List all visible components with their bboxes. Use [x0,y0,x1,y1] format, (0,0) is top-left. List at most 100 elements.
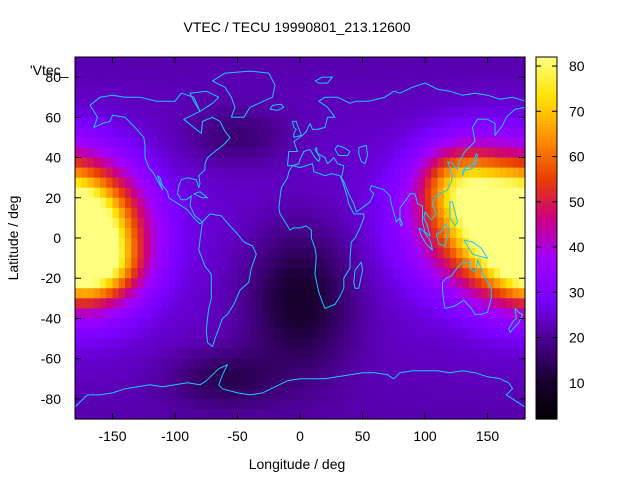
heatmap-cell [350,318,357,330]
heatmap-cell [156,358,164,370]
heatmap-cell [481,298,489,309]
heatmap-cell [168,388,176,400]
heatmap-cell [400,227,407,239]
heatmap-cell [368,348,376,360]
heatmap-cell [237,227,245,239]
heatmap-cell [412,408,420,420]
heatmap-cell [487,328,495,340]
heatmap-cell [231,368,239,380]
heatmap-cell [106,157,114,169]
heatmap-cell [450,288,457,299]
heatmap-cell [356,87,364,98]
heatmap-cell [412,368,420,380]
heatmap-cell [300,328,307,340]
heatmap-cell [493,308,501,320]
heatmap-cell [468,298,476,309]
heatmap-cell [175,328,182,340]
heatmap-cell [250,278,257,289]
heatmap-cell [156,298,164,309]
heatmap-cell [262,197,270,209]
heatmap-cell [356,127,364,139]
heatmap-cell [287,358,295,370]
heatmap-cell [281,67,289,78]
heatmap-cell [75,238,82,249]
heatmap-cell [200,227,207,239]
heatmap-cell [287,137,295,149]
heatmap-cell [300,77,307,88]
heatmap-cell [125,227,132,239]
heatmap-cell [112,77,120,88]
heatmap-cell [331,408,339,420]
heatmap-cell [318,258,326,269]
heatmap-cell [337,117,345,128]
heatmap-cell [412,187,420,199]
heatmap-cell [350,147,357,159]
heatmap-cell [125,328,132,340]
heatmap-cell [300,87,307,98]
heatmap-cell [137,57,145,68]
heatmap-cell [350,268,357,279]
heatmap-cell [275,67,282,78]
heatmap-cell [306,298,314,309]
heatmap-cell [431,187,439,199]
colorbar-segment [536,268,557,272]
heatmap-cell [418,227,426,239]
heatmap-cell [118,157,126,169]
heatmap-cell [431,248,439,259]
heatmap-cell [512,167,520,179]
heatmap-cell [106,117,114,128]
heatmap-cell [125,67,132,78]
heatmap-cell [168,217,176,229]
colorbar-segment [536,63,557,67]
heatmap-cell [218,368,226,380]
heatmap-cell [225,378,232,390]
heatmap-cell [237,378,245,390]
heatmap-cell [181,408,189,420]
heatmap-cell [75,268,82,279]
heatmap-cell [281,258,289,269]
heatmap-cell [356,107,364,118]
heatmap-cell [356,268,364,279]
heatmap-cell [512,248,520,259]
heatmap-cell [443,107,451,118]
heatmap-cell [475,278,482,289]
colorbar-segment [536,84,557,88]
heatmap-cell [331,67,339,78]
heatmap-cell [212,238,220,249]
heatmap-cell [118,207,126,219]
heatmap-cell [281,97,289,108]
heatmap-cell [156,187,164,199]
heatmap-cell [125,187,132,199]
heatmap-cell [87,238,95,249]
heatmap-cell [256,268,264,279]
heatmap-cell [368,278,376,289]
heatmap-cell [143,167,151,179]
heatmap-cell [400,97,407,108]
colorbar-segment [536,81,557,85]
heatmap-cell [475,117,482,128]
heatmap-cell [181,207,189,219]
heatmap-cell [193,268,201,279]
heatmap-cell [200,177,207,189]
heatmap-cell [350,408,357,420]
heatmap-cell [87,408,95,420]
heatmap-cell [187,217,195,229]
heatmap-cell [256,368,264,380]
heatmap-cell [312,378,320,390]
heatmap-cell [381,57,389,68]
heatmap-cell [450,157,457,169]
heatmap-cell [325,147,332,159]
heatmap-cell [475,77,482,88]
heatmap-cell [250,97,257,108]
heatmap-cell [312,67,320,78]
heatmap-cell [131,248,139,259]
heatmap-cell [250,177,257,189]
heatmap-cell [493,157,501,169]
heatmap-cell [181,227,189,239]
heatmap-cell [431,77,439,88]
heatmap-cell [181,298,189,309]
heatmap-cell [87,177,95,189]
heatmap-cell [275,117,282,128]
heatmap-cell [487,248,495,259]
heatmap-cell [243,187,251,199]
